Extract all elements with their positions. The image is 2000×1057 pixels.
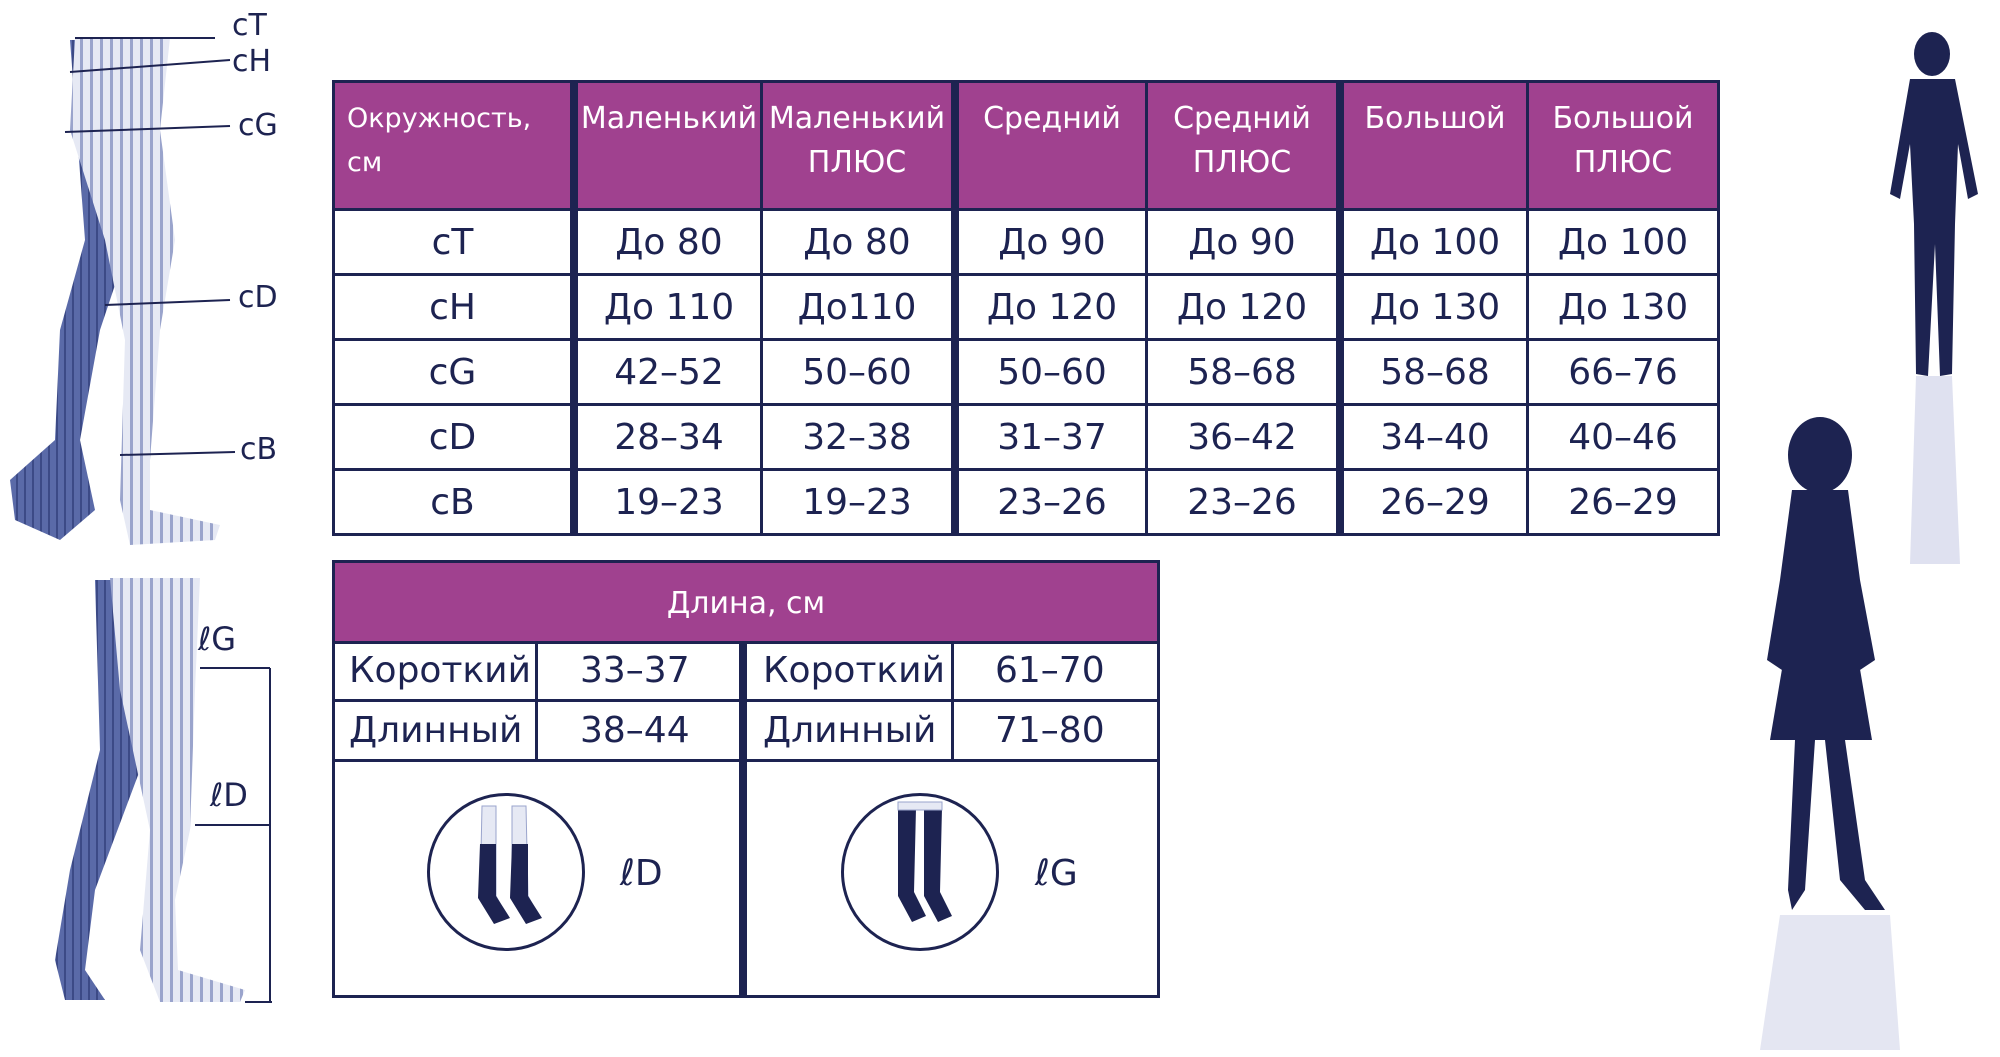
table-cell: 34–40: [1336, 403, 1529, 471]
table-cell: 42–52: [570, 338, 763, 406]
label-cd: cD: [238, 280, 278, 315]
table-cell: 26–29: [1526, 468, 1720, 536]
table-cell: 26–29: [1336, 468, 1529, 536]
divider: [739, 641, 747, 995]
row-label: cD: [332, 403, 576, 471]
table-cell: До 100: [1336, 208, 1529, 276]
table-cell: 28–34: [570, 403, 763, 471]
length-label-short: Короткий: [763, 650, 945, 691]
table-cell: 50–60: [760, 338, 957, 406]
table-cell: 50–60: [951, 338, 1148, 406]
table-cell: До 130: [1526, 273, 1720, 341]
table-cell: До 100: [1526, 208, 1720, 276]
table-cell: 32–38: [760, 403, 957, 471]
leg-measure-icon: [10, 37, 236, 545]
thigh-high-icon: [841, 793, 999, 951]
length-value: 33–37: [580, 650, 690, 691]
leg-length-icon: [55, 578, 272, 1003]
table-row: cH До 110 До110 До 120 До 120 До 130 До …: [332, 273, 1720, 341]
table-row: cD 28–34 32–38 31–37 36–42 34–40 40–46: [332, 403, 1720, 471]
man-silhouette-icon: [1890, 32, 1978, 564]
table-cell: До110: [760, 273, 957, 341]
table-cell: 66–76: [1526, 338, 1720, 406]
table-cell: 19–23: [760, 468, 957, 536]
table-cell: До 130: [1336, 273, 1529, 341]
length-table: Длина, см Короткий 33–37 Длинный 38–44 К…: [332, 560, 1160, 998]
table-cell: До 120: [951, 273, 1148, 341]
divider: [951, 641, 954, 759]
knee-high-icon: [427, 793, 585, 951]
table-cell: 23–26: [1145, 468, 1342, 536]
header-large: Большой: [1336, 80, 1529, 211]
length-value: 38–44: [580, 710, 690, 751]
divider: [535, 641, 538, 759]
table-cell: 58–68: [1336, 338, 1529, 406]
header-circumference: Окружность, см: [332, 80, 576, 211]
size-table: Окружность, см Маленький Маленький ПЛЮС С…: [332, 80, 1720, 536]
row-label: cG: [332, 338, 576, 406]
length-value: 61–70: [995, 650, 1105, 691]
label-ct: cT: [232, 8, 267, 43]
label-cb: cB: [240, 432, 278, 467]
ld-label: ℓD: [620, 853, 663, 894]
label-ld: ℓD: [210, 776, 248, 814]
length-value: 71–80: [995, 710, 1105, 751]
woman-silhouette-icon: [1760, 417, 1900, 1050]
row-label: cT: [332, 208, 576, 276]
table-row: cT До 80 До 80 До 90 До 90 До 100 До 100: [332, 208, 1720, 276]
header-medium: Средний: [951, 80, 1148, 211]
length-label-short: Короткий: [349, 650, 531, 691]
table-cell: До 90: [951, 208, 1148, 276]
table-cell: До 120: [1145, 273, 1342, 341]
table-cell: 36–42: [1145, 403, 1342, 471]
label-cg: cG: [238, 108, 278, 143]
label-ch: cH: [232, 44, 272, 79]
label-lg: ℓG: [198, 620, 237, 658]
header-large-plus: Большой ПЛЮС: [1526, 80, 1720, 211]
size-table-header: Окружность, см Маленький Маленький ПЛЮС С…: [332, 80, 1720, 211]
header-small: Маленький: [570, 80, 763, 211]
table-cell: 58–68: [1145, 338, 1342, 406]
length-table-title: Длина, см: [335, 563, 1157, 641]
length-label-long: Длинный: [763, 710, 937, 751]
table-row: cB 19–23 19–23 23–26 23–26 26–29 26–29: [332, 468, 1720, 536]
header-medium-plus: Средний ПЛЮС: [1145, 80, 1342, 211]
table-cell: До 110: [570, 273, 763, 341]
row-label: cH: [332, 273, 576, 341]
table-cell: До 80: [760, 208, 957, 276]
length-label-long: Длинный: [349, 710, 523, 751]
table-cell: 40–46: [1526, 403, 1720, 471]
table-cell: 23–26: [951, 468, 1148, 536]
table-cell: До 90: [1145, 208, 1342, 276]
header-small-plus: Маленький ПЛЮС: [760, 80, 957, 211]
table-cell: 31–37: [951, 403, 1148, 471]
row-label: cB: [332, 468, 576, 536]
table-row: cG 42–52 50–60 50–60 58–68 58–68 66–76: [332, 338, 1720, 406]
table-cell: До 80: [570, 208, 763, 276]
lg-label: ℓG: [1035, 853, 1078, 894]
table-cell: 19–23: [570, 468, 763, 536]
